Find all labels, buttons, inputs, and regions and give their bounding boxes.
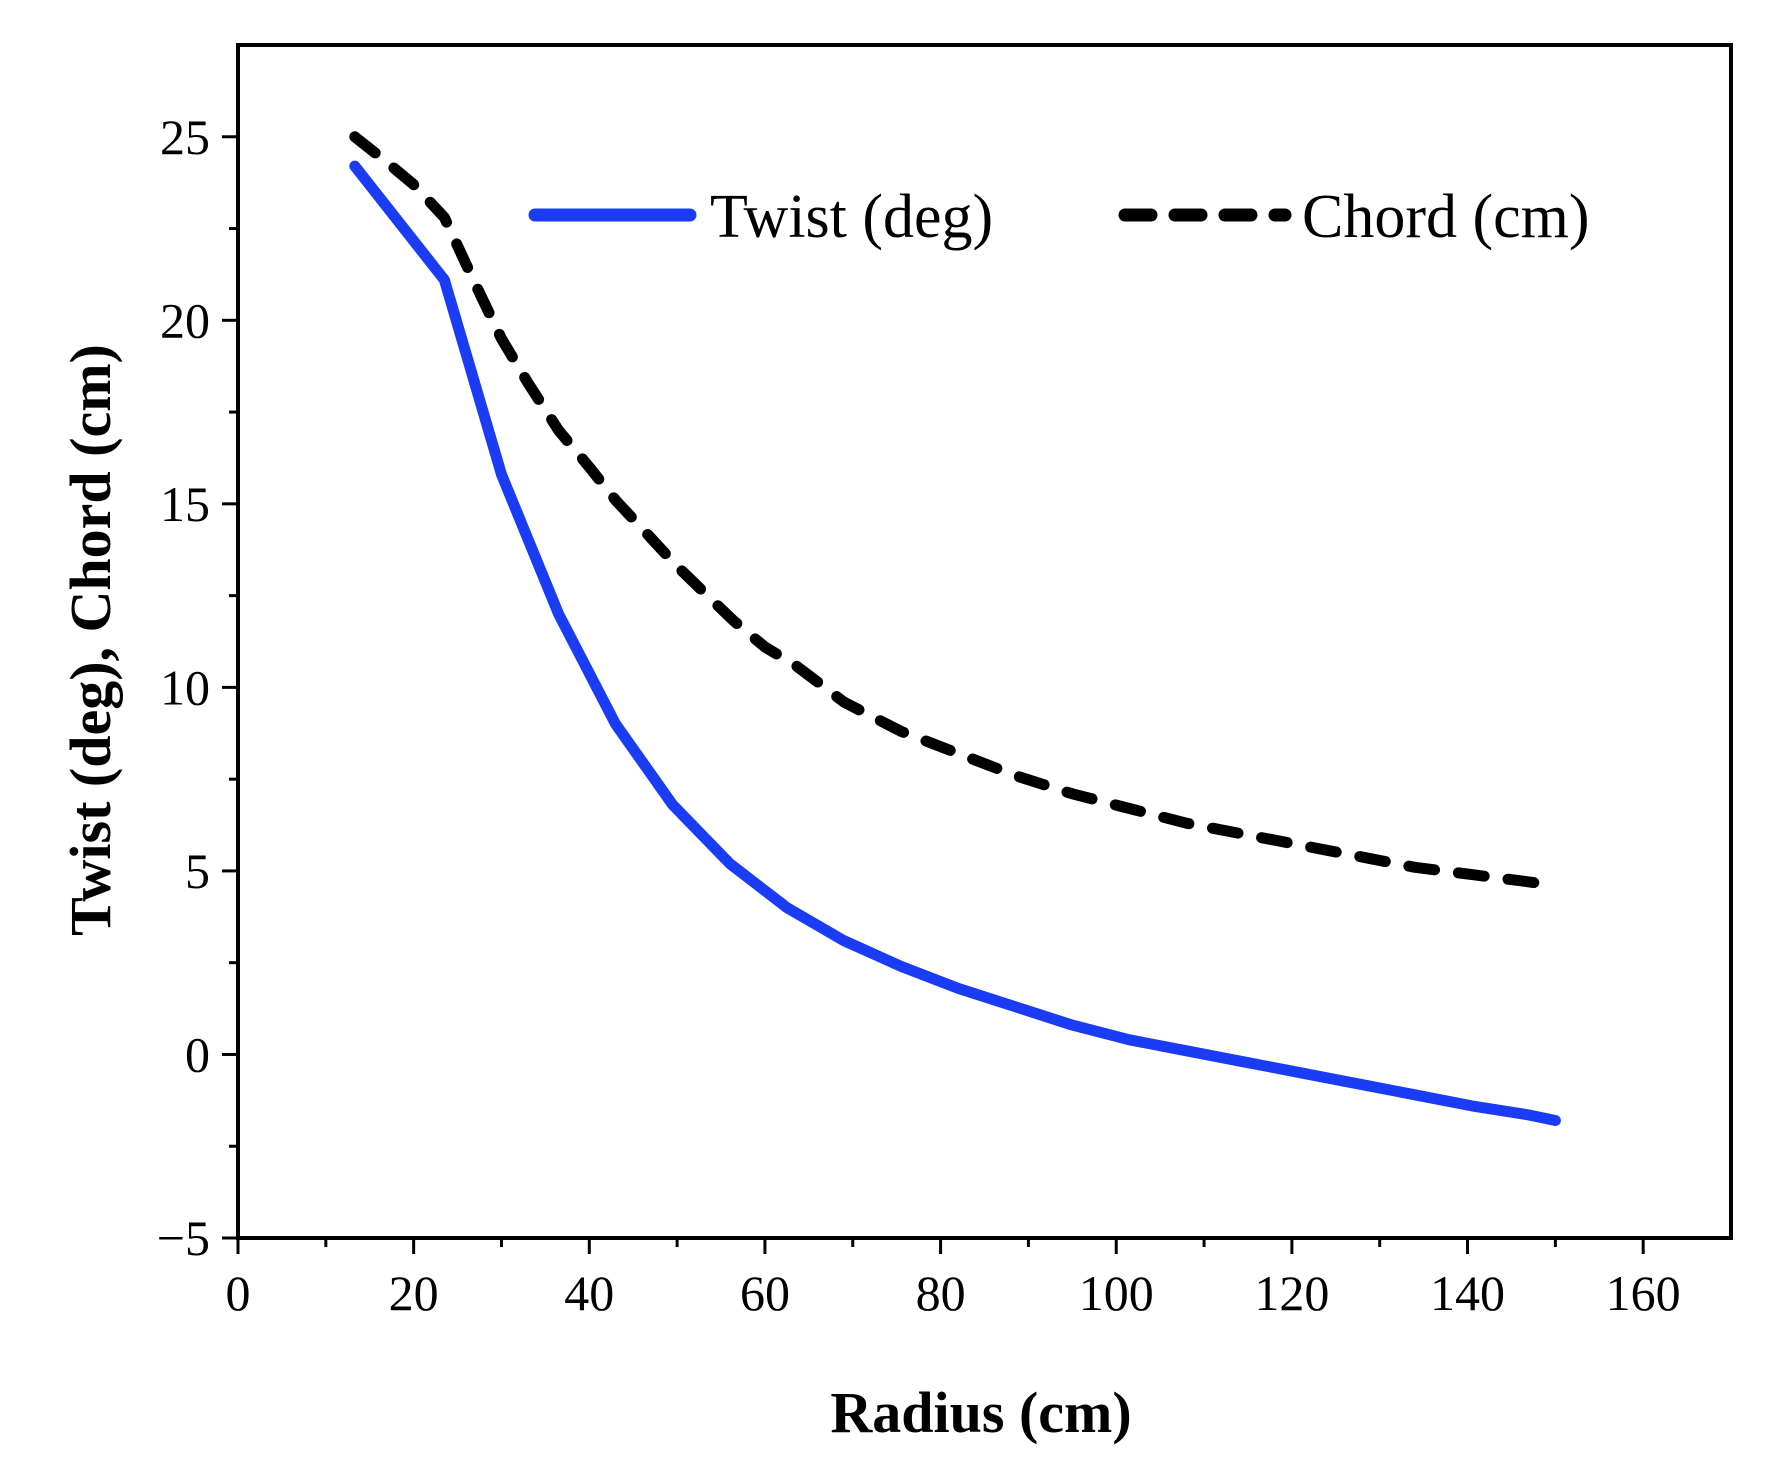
x-tick-label: 100 xyxy=(1079,1265,1154,1321)
series-line-twist-deg xyxy=(349,160,1561,1126)
x-tick-label: 160 xyxy=(1606,1265,1681,1321)
ticks-layer: 0 20 40 60 80 100 120 140 160 −5 0 5 10 15 20 25 xyxy=(157,109,1681,1321)
y-axis-title: Twist (deg), Chord (cm) xyxy=(58,344,123,936)
x-tick-label: 120 xyxy=(1254,1265,1329,1321)
x-tick-label: 60 xyxy=(740,1265,790,1321)
plot-area-border xyxy=(236,43,1733,1240)
y-tick-label: −5 xyxy=(157,1210,210,1266)
x-tick-label: 40 xyxy=(564,1265,614,1321)
x-axis-title: Radius (cm) xyxy=(830,1380,1131,1445)
plot-frame xyxy=(236,43,1733,1240)
x-tick-label: 140 xyxy=(1430,1265,1505,1321)
series-line-chord-cm xyxy=(349,131,1561,892)
y-tick-label: 25 xyxy=(160,109,210,165)
y-tick-label: 5 xyxy=(185,843,210,899)
x-tick-label: 0 xyxy=(226,1265,251,1321)
legend-label: Twist (deg) xyxy=(710,183,993,251)
x-tick-label: 80 xyxy=(916,1265,966,1321)
legend: Twist (deg) Chord (cm) xyxy=(528,183,1590,251)
y-tick-label: 15 xyxy=(160,476,210,532)
series-layer xyxy=(349,131,1561,1126)
x-tick-label: 20 xyxy=(389,1265,439,1321)
legend-label: Chord (cm) xyxy=(1302,183,1590,251)
y-tick-label: 0 xyxy=(185,1026,210,1082)
y-tick-label: 10 xyxy=(160,659,210,715)
y-tick-label: 20 xyxy=(160,292,210,348)
